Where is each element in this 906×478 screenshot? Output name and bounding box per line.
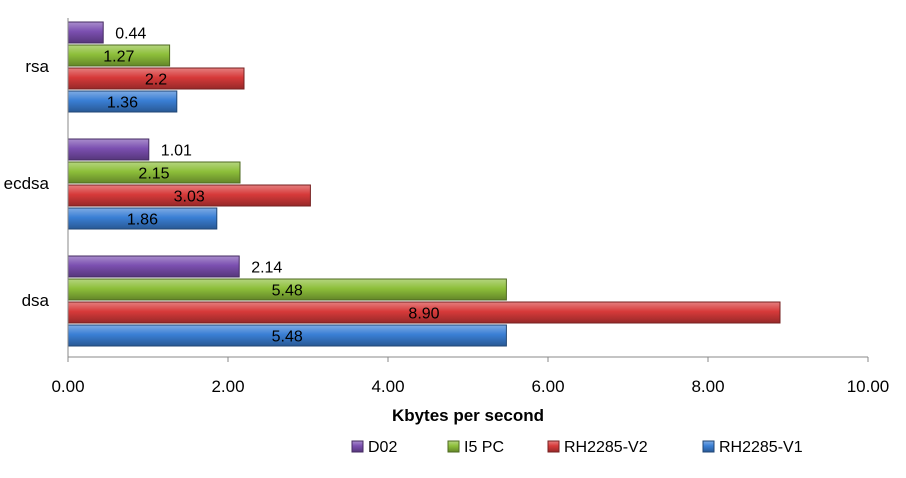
- category-label-ecdsa: ecdsa: [4, 174, 50, 193]
- x-tick-label: 6.00: [531, 377, 564, 396]
- legend-label-rh2285-v2: RH2285-V2: [564, 439, 648, 456]
- bar-dsa-d02: [67, 255, 240, 278]
- data-label-rsa-rh2285-v1: 1.36: [107, 95, 138, 112]
- data-label-ecdsa-rh2285-v2: 3.03: [174, 189, 205, 206]
- data-labels: 0.44 1.27 2.2 1.36 1.01 2.15 3.03 1.86 2.14 5.48 8…: [103, 26, 439, 346]
- data-label-dsa-i5-pc: 5.48: [272, 283, 303, 300]
- legend-swatch-rh2285-v2: [547, 440, 560, 453]
- category-label-rsa: rsa: [25, 57, 49, 76]
- data-label-ecdsa-d02: 1.01: [161, 143, 192, 160]
- x-tick-label: 10.00: [847, 377, 890, 396]
- x-tick-label: 4.00: [371, 377, 404, 396]
- legend-swatch-rh2285-v1: [702, 440, 715, 453]
- data-label-ecdsa-rh2285-v1: 1.86: [127, 212, 158, 229]
- x-axis-title: Kbytes per second: [392, 406, 544, 425]
- axes: [67, 18, 869, 362]
- x-tick-labels: 0.00 2.00 4.00 6.00 8.00 10.00: [51, 377, 889, 396]
- x-tick-label: 8.00: [691, 377, 724, 396]
- legend-label-i5-pc: I5 PC: [464, 439, 504, 456]
- legend-swatch-d02: [351, 440, 364, 453]
- category-labels: rsa ecdsa dsa: [4, 57, 50, 310]
- data-label-rsa-rh2285-v2: 2.2: [145, 72, 167, 89]
- data-label-rsa-d02: 0.44: [115, 26, 146, 43]
- bar-ecdsa-d02: [67, 138, 150, 161]
- data-label-rsa-i5-pc: 1.27: [103, 49, 134, 66]
- data-label-dsa-d02: 2.14: [251, 260, 282, 277]
- x-tick-label: 2.00: [211, 377, 244, 396]
- legend: D02 I5 PC RH2285-V2 RH2285-V1: [351, 439, 803, 456]
- data-label-dsa-rh2285-v1: 5.48: [272, 329, 303, 346]
- category-label-dsa: dsa: [22, 291, 50, 310]
- legend-swatch-i5-pc: [447, 440, 460, 453]
- bar-rsa-d02: [67, 21, 104, 44]
- x-tick-label: 0.00: [51, 377, 84, 396]
- data-label-ecdsa-i5-pc: 2.15: [138, 166, 169, 183]
- legend-label-d02: D02: [368, 439, 397, 456]
- bars: [67, 21, 781, 347]
- data-label-dsa-rh2285-v2: 8.90: [408, 306, 439, 323]
- legend-label-rh2285-v1: RH2285-V1: [719, 439, 803, 456]
